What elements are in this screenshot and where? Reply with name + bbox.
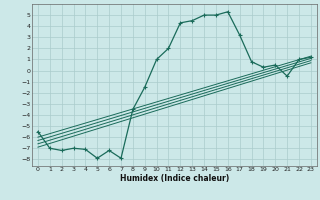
X-axis label: Humidex (Indice chaleur): Humidex (Indice chaleur) xyxy=(120,174,229,183)
